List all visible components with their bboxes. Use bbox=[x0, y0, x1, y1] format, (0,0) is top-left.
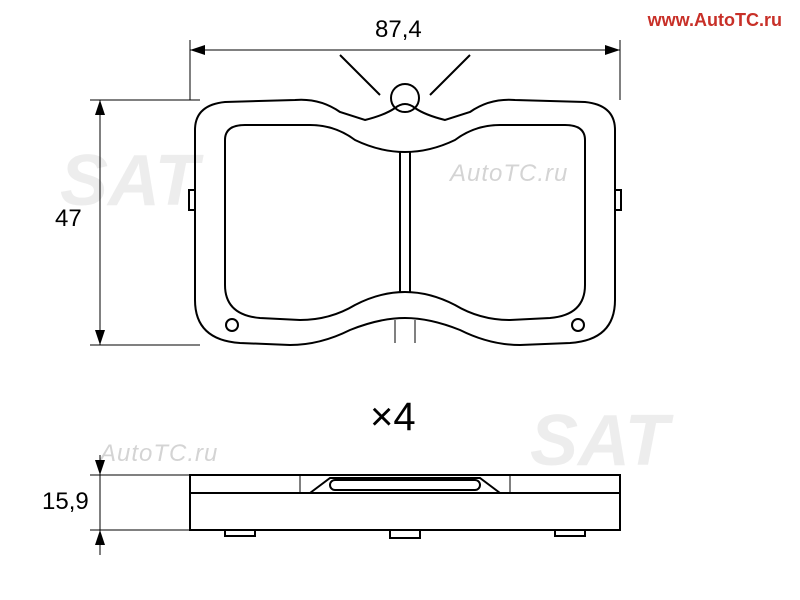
dim-width-label: 87,4 bbox=[375, 16, 422, 44]
brake-pad-top-view bbox=[189, 55, 621, 345]
brake-pad-side-view bbox=[190, 475, 620, 538]
drawing-container: SAT AutoTC.ru SAT AutoTC.ru www.AutoTC.r… bbox=[0, 0, 800, 600]
dim-thickness-label: 15,9 bbox=[42, 488, 89, 516]
dim-width bbox=[190, 40, 620, 100]
multiplier-label: ×4 bbox=[370, 395, 416, 440]
dim-thickness bbox=[90, 455, 195, 555]
dim-height bbox=[90, 100, 200, 345]
dim-height-label: 47 bbox=[55, 205, 82, 233]
technical-drawing bbox=[0, 0, 800, 600]
